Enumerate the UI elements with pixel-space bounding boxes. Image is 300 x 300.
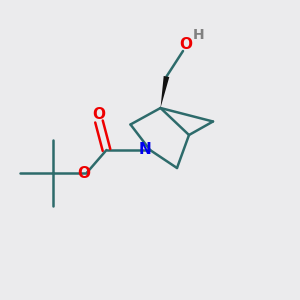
Text: O: O [77,167,91,182]
Text: H: H [193,28,204,42]
Text: O: O [179,37,192,52]
Polygon shape [160,76,169,108]
Text: N: N [138,142,151,158]
Text: O: O [92,107,106,122]
